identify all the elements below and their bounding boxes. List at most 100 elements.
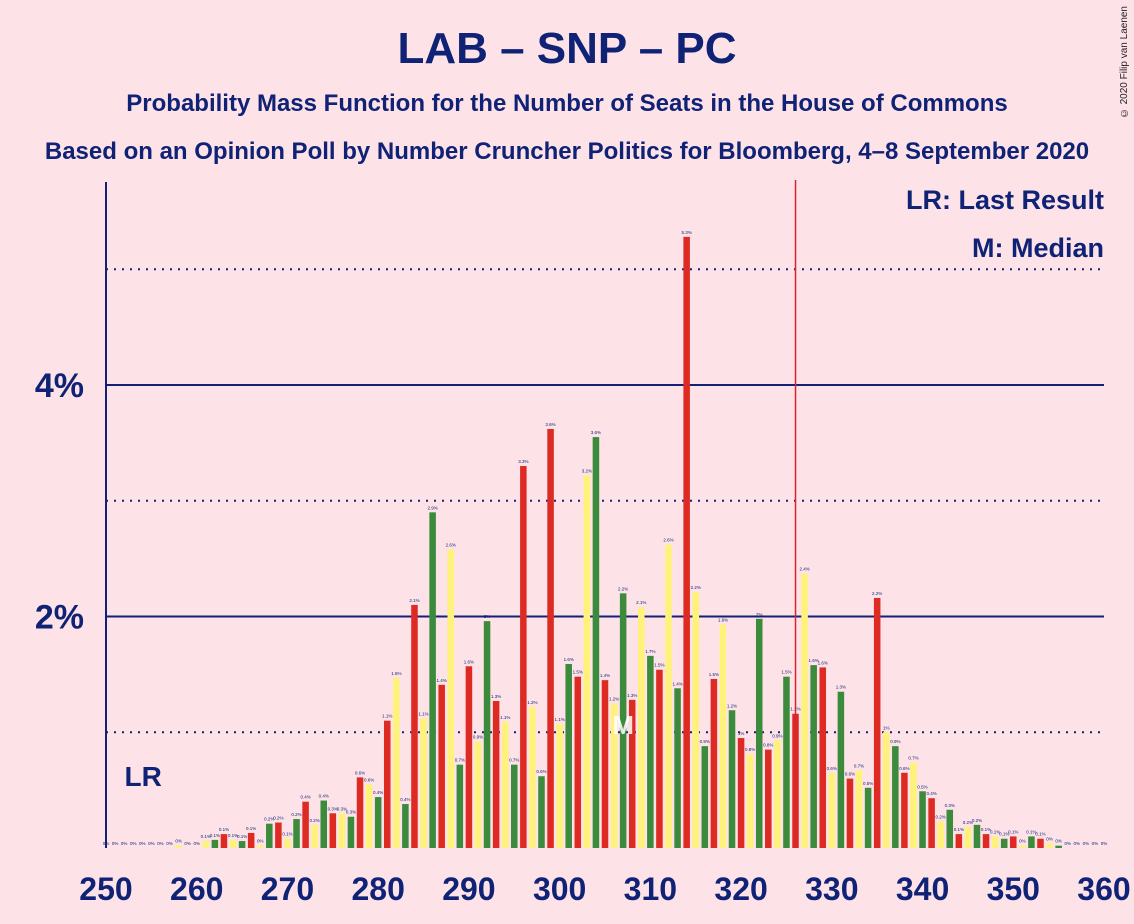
bar-seat-304 (592, 437, 600, 848)
bar-seat-324 (774, 740, 781, 848)
bar-seat-341 (928, 798, 935, 848)
y-tick-label: 4% (35, 367, 84, 405)
x-tick-label: 330 (805, 871, 858, 907)
bar-value-label: 0.6% (536, 769, 546, 774)
bar-value-label: 0.1% (282, 832, 292, 837)
bar-seat-262 (211, 839, 219, 848)
bar-seat-318 (719, 624, 727, 848)
bar-value-label: 1.5% (781, 670, 791, 675)
bar-value-label: 3.3% (518, 459, 528, 464)
bar-seat-334 (864, 787, 872, 848)
bar-seat-287 (438, 684, 445, 848)
bar-seat-355 (1055, 845, 1062, 848)
markers: LR M LR: Last Result M: Median (125, 180, 1104, 848)
bar-seat-317 (710, 679, 718, 848)
bar-value-label: 1.4% (672, 681, 682, 686)
bar-value-label: 1.1% (382, 714, 392, 719)
bar-value-label: 2.4% (799, 567, 809, 572)
bar-value-label: 1.5% (654, 663, 664, 668)
bar-value-label: 0.9% (772, 733, 782, 738)
x-tick-label: 340 (896, 871, 949, 907)
bar-value-label: 0.4% (319, 794, 329, 799)
bar-value-label: 2.2% (618, 586, 628, 591)
last-result-marker: LR (125, 761, 162, 792)
bar-seat-319 (728, 710, 736, 848)
bar-value-label: 2.6% (663, 538, 673, 543)
bar-value-label: 2.9% (427, 505, 437, 510)
bar-seat-269 (275, 822, 282, 848)
bar-value-label: 0.2% (273, 816, 283, 821)
bar-value-label: 0% (1019, 839, 1026, 844)
bar-value-label: 0.7% (509, 758, 519, 763)
bar-value-label: 0.8% (763, 743, 773, 748)
bar-seat-299 (547, 428, 554, 848)
bar-seat-321 (746, 754, 754, 848)
x-tick-label: 250 (79, 871, 132, 907)
bar-seat-297 (529, 706, 536, 848)
bar-value-label: 1.7% (645, 649, 655, 654)
bar-seat-335 (873, 597, 881, 848)
bar-value-label: 0.1% (201, 834, 211, 839)
bar-seat-306 (610, 703, 618, 848)
x-tick-label: 260 (170, 871, 223, 907)
bar-value-label: 1.3% (836, 685, 846, 690)
bar-value-label: 0.5% (863, 781, 873, 786)
bar-seat-329 (819, 667, 827, 848)
x-tick-label: 360 (1077, 871, 1130, 907)
bar-value-label: 0% (1074, 841, 1081, 846)
bar-value-label: 0.3% (945, 803, 955, 808)
bar-seat-289 (456, 764, 464, 848)
bar-value-label: 0.1% (237, 834, 247, 839)
bar-seat-300 (556, 724, 563, 848)
bar-seat-286 (429, 512, 436, 848)
bar-seat-353 (1037, 838, 1044, 848)
bar-value-label: 2.6% (446, 542, 456, 547)
x-tick-label: 350 (987, 871, 1040, 907)
bar-value-label: 0% (139, 841, 146, 846)
bar-value-label: 1.5% (709, 672, 719, 677)
bar-seat-314 (683, 236, 690, 849)
bar-seat-352 (1028, 836, 1035, 848)
bar-value-label: 0.2% (264, 817, 274, 822)
bar-seat-344 (955, 834, 963, 848)
bar-seat-320 (737, 738, 745, 848)
bar-seat-331 (837, 691, 845, 848)
bar-seat-316 (701, 746, 709, 848)
bar-value-label: 0.1% (1026, 829, 1036, 834)
bar-seat-346 (973, 824, 981, 848)
bar-value-label: 0.7% (908, 755, 918, 760)
bar-value-label: 0.3% (328, 806, 338, 811)
bar-value-label: 0% (1046, 836, 1053, 841)
bar-seat-277 (347, 816, 355, 848)
bar-value-label: 0.4% (373, 790, 383, 795)
bar-value-label: 1.2% (609, 696, 619, 701)
bar-value-label: 2.1% (409, 598, 419, 603)
bar-seat-296 (520, 466, 527, 848)
bar-value-label: 0% (193, 841, 200, 846)
bar-value-label: 1.4% (600, 673, 610, 678)
x-tick-label: 270 (261, 871, 314, 907)
bar-value-label: 0.1% (999, 832, 1009, 837)
bar-seat-264 (229, 839, 237, 848)
bar-value-label: 1.1% (555, 717, 565, 722)
bar-seat-332 (846, 778, 854, 848)
bar-seat-301 (565, 663, 572, 848)
x-tick-label: 310 (624, 871, 677, 907)
y-tick-label: 2% (35, 599, 84, 637)
bar-value-label: 0% (157, 841, 164, 846)
bar-seat-291 (474, 741, 482, 848)
bar-seat-282 (393, 677, 400, 848)
bar-value-label: 0.1% (1035, 832, 1045, 837)
bar-value-label: 0% (1101, 841, 1108, 846)
bar-value-label: 0.7% (455, 758, 465, 763)
bar-value-label: 0.2% (936, 814, 946, 819)
bar-value-label: 0% (184, 841, 191, 846)
bar-value-label: 0.3% (337, 806, 347, 811)
chart-title: LAB – SNP – PC (397, 24, 737, 73)
bar-seat-351 (1019, 845, 1026, 848)
bar-seat-290 (465, 666, 473, 848)
bar-seat-313 (674, 688, 681, 848)
bar-seat-274 (320, 800, 328, 848)
bar-seat-312 (665, 544, 672, 848)
